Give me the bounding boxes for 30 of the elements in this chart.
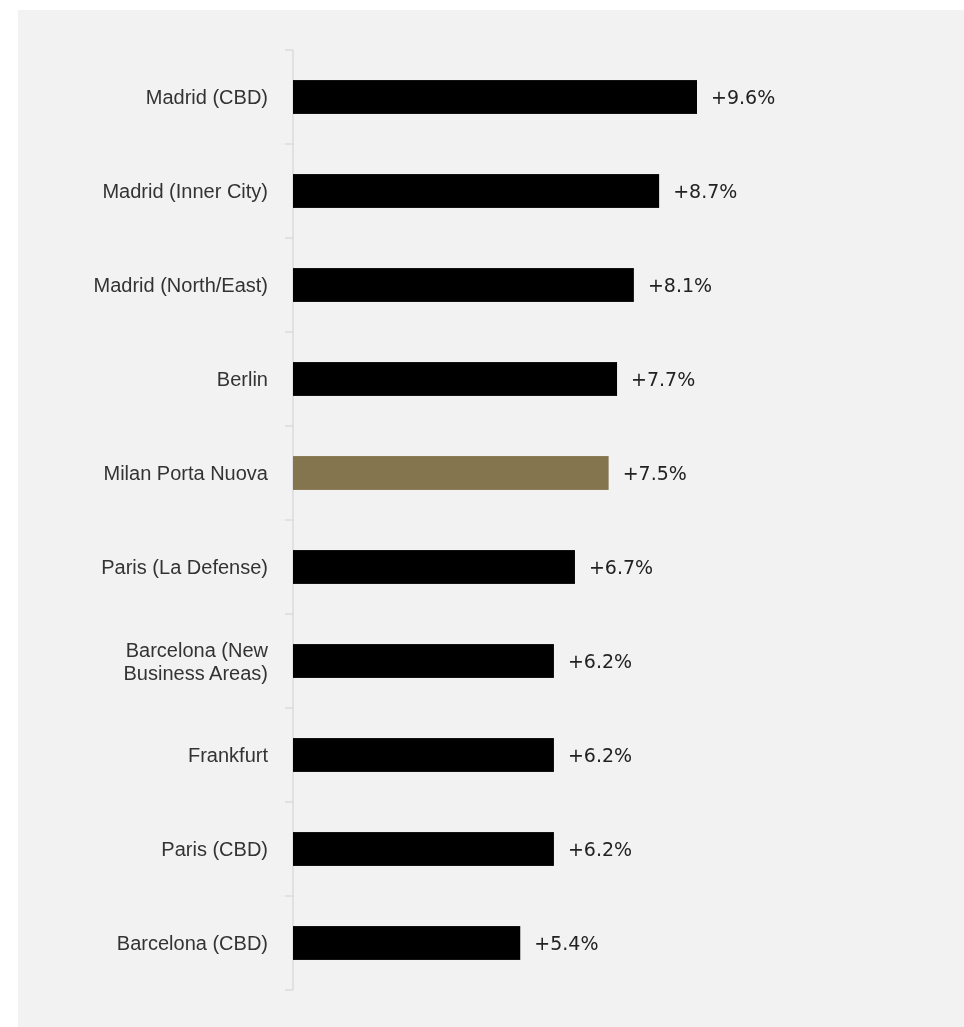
data-label: +6.2% xyxy=(567,743,633,766)
bar xyxy=(293,268,634,302)
y-tick-label: Milan Porta Nuova xyxy=(103,462,269,484)
data-label: +8.7% xyxy=(673,179,738,202)
y-tick-label: Frankfurt xyxy=(187,744,269,766)
bar xyxy=(293,80,697,114)
bar xyxy=(293,738,554,772)
y-tick-label: Paris (La Defense) xyxy=(101,556,268,578)
bar xyxy=(293,456,609,490)
data-label: +8.1% xyxy=(647,273,713,296)
y-tick-label: Paris (CBD) xyxy=(161,838,268,860)
bar xyxy=(293,832,554,866)
data-label: +6.2% xyxy=(567,649,633,672)
y-tick-label: Barcelona (New Business Areas) xyxy=(123,638,269,684)
y-tick-label: Madrid (Inner City) xyxy=(102,180,268,202)
data-label: +6.7% xyxy=(588,555,654,578)
bar xyxy=(293,926,521,960)
data-label: +7.7% xyxy=(631,367,696,390)
y-tick-label: Barcelona (CBD) xyxy=(116,932,268,954)
bar xyxy=(293,550,575,584)
bar xyxy=(293,644,554,678)
data-label: +5.4% xyxy=(534,931,599,954)
data-label: +7.5% xyxy=(622,461,687,484)
data-label: +9.6% xyxy=(711,85,776,108)
bar xyxy=(293,362,618,396)
y-tick-label: Madrid (CBD) xyxy=(145,86,268,108)
data-label: +6.2% xyxy=(567,837,633,860)
bar xyxy=(293,174,660,208)
y-tick-label: Madrid (North/East) xyxy=(93,274,268,296)
y-tick-label: Berlin xyxy=(216,368,268,390)
